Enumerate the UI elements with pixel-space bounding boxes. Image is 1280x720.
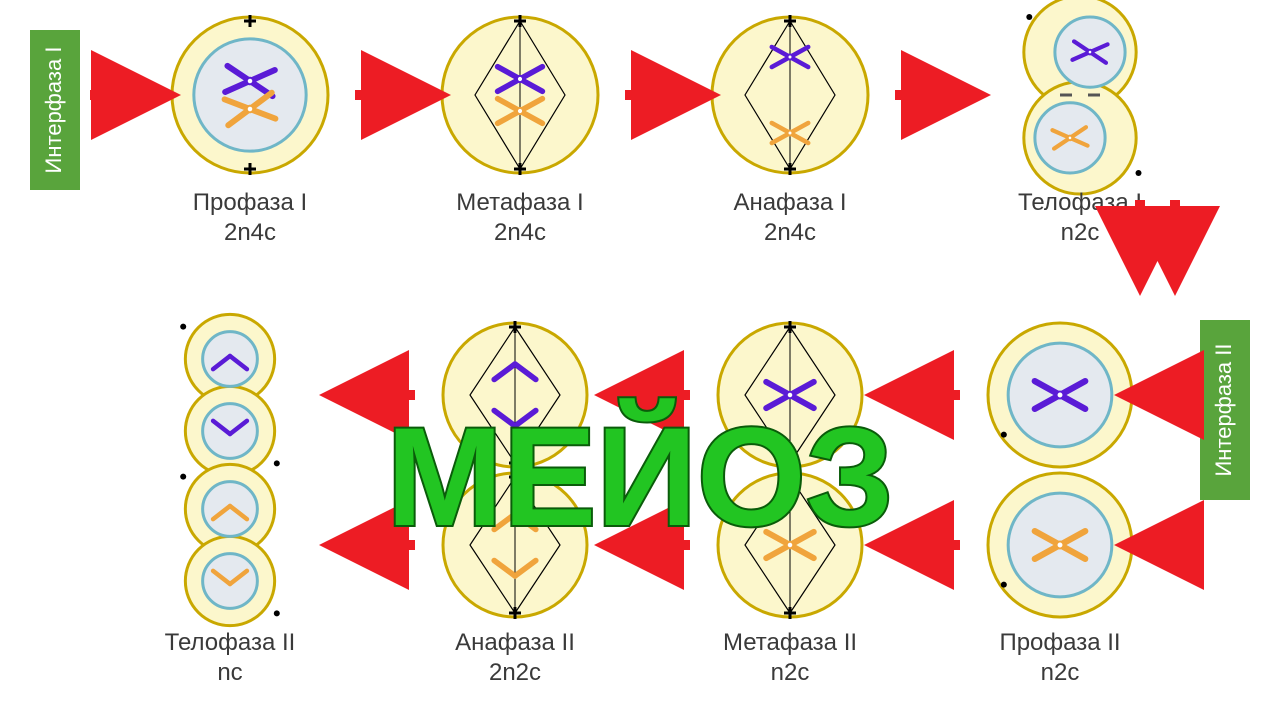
interphase-box: Интерфаза I [30,30,80,190]
svg-text:n2c: n2c [771,659,810,686]
cell-telophase1 [1024,0,1142,194]
cell-anaphase1 [712,15,868,175]
svg-text:2n4c: 2n4c [224,219,276,246]
svg-text:n2c: n2c [1041,659,1080,686]
svg-text:Профаза I: Профаза I [193,189,307,216]
svg-text:Анафаза II: Анафаза II [455,629,575,656]
svg-text:n2c: n2c [1061,219,1100,246]
svg-text:Интерфаза II: Интерфаза II [1211,343,1236,476]
svg-text:Интерфаза I: Интерфаза I [41,47,66,174]
cell-prophase2-a [988,323,1132,467]
page-title: МЕЙОЗ [386,398,893,555]
svg-text:Профаза II: Профаза II [999,629,1120,656]
svg-text:nc: nc [217,659,242,686]
svg-text:2n2c: 2n2c [489,659,541,686]
cell-telophase2-b [180,464,280,625]
svg-text:Метафаза II: Метафаза II [723,629,857,656]
svg-text:2n4c: 2n4c [764,219,816,246]
cell-prophase2-b [988,473,1132,617]
svg-text:Телофаза II: Телофаза II [165,629,296,656]
cell-metaphase1 [442,15,598,175]
svg-text:Метафаза I: Метафаза I [456,189,583,216]
interphase-box: Интерфаза II [1200,320,1250,500]
cell-prophase1 [172,15,328,175]
svg-text:2n4c: 2n4c [494,219,546,246]
cell-telophase2-a [180,314,280,475]
svg-text:Телофаза I: Телофаза I [1018,189,1142,216]
svg-text:Анафаза I: Анафаза I [733,189,846,216]
